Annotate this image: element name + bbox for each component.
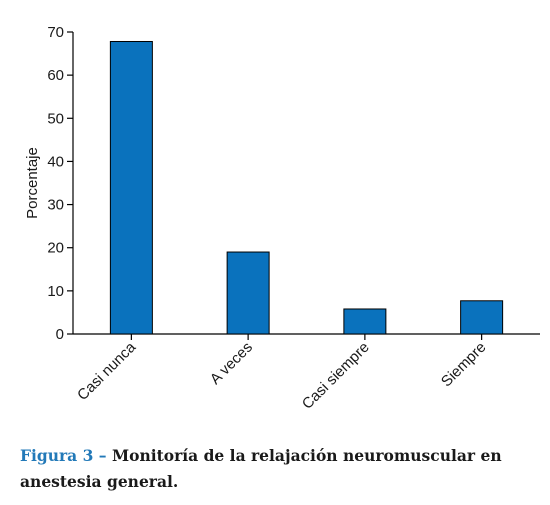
bar-chart: 0 10 20 30 40 50 60 70 Casi nunca A veces Casi sie…: [24, 24, 540, 413]
caption-text: Monitoría de la relajación neuromuscular…: [20, 446, 502, 491]
caption-lead: Figura 3 –: [20, 446, 107, 465]
y-tick-label: 30: [47, 197, 64, 214]
y-tick-label: 10: [47, 283, 64, 300]
x-tick-label: Casi siempre: [299, 339, 373, 413]
y-axis-label: Porcentaje: [24, 147, 41, 219]
bar: [109, 40, 153, 335]
x-tick-label: A veces: [207, 339, 256, 388]
y-tick-label: 50: [47, 110, 64, 127]
bar: [226, 251, 270, 335]
x-tick-label: Casi nunca: [74, 338, 140, 404]
bars: [109, 40, 504, 335]
figure-caption: Figura 3 – Monitoría de la relajación ne…: [20, 443, 525, 495]
y-tick-label: 70: [47, 24, 64, 41]
y-tick-label: 60: [47, 67, 64, 84]
bar: [343, 308, 387, 335]
y-tick-label: 0: [56, 326, 64, 343]
x-tick-label: Siempre: [438, 339, 490, 391]
y-tick-label: 40: [47, 153, 64, 170]
bar: [460, 300, 504, 335]
y-tick-label: 20: [47, 240, 64, 257]
